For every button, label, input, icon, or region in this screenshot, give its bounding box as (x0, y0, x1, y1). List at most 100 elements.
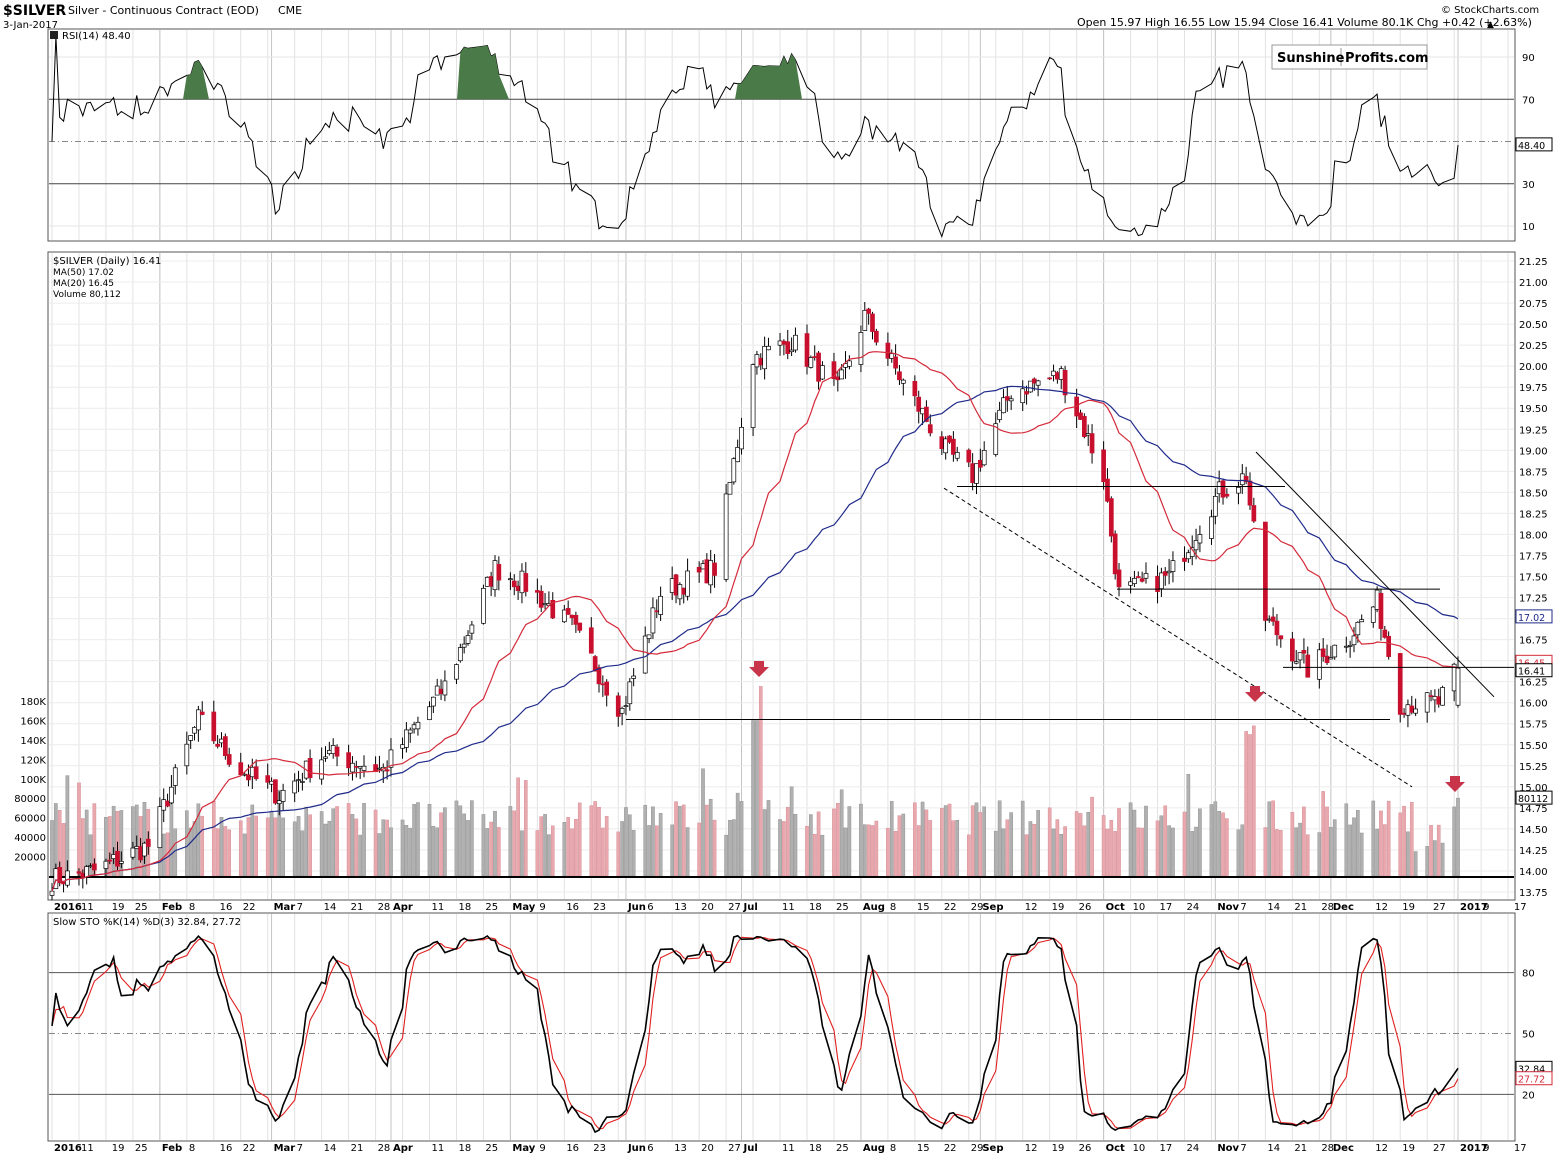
candle-body (457, 647, 463, 662)
price-tick-label: 21.00 (1519, 278, 1548, 289)
volume-bar (778, 819, 782, 877)
candle-body (685, 570, 690, 597)
volume-bar (161, 833, 166, 877)
x-tick-label: 29 (971, 902, 984, 913)
candle-body (157, 806, 163, 849)
candle-body (835, 376, 841, 381)
candle-body (1101, 449, 1106, 483)
sto-tick-label: 20 (1522, 1090, 1535, 1101)
candle-body (785, 341, 791, 354)
x-tick-label: 17 (1514, 902, 1527, 913)
x-tick-label: 6 (647, 1143, 653, 1154)
candle-body (654, 610, 660, 613)
volume-tick-label: 160K (20, 716, 46, 727)
volume-bar (296, 816, 301, 877)
volume-value-tag: 80112 (1518, 794, 1548, 805)
volume-bar (1413, 851, 1418, 877)
volume-bar (832, 808, 836, 877)
candle-body (1370, 606, 1376, 623)
dashed-trendline (943, 487, 1413, 788)
chart-date: 3-Jan-2017 (3, 20, 58, 31)
volume-bar (604, 816, 609, 877)
candle-body (1135, 576, 1141, 578)
x-tick-label: 28 (378, 1143, 391, 1154)
candle-body (924, 406, 929, 422)
logo-word-2: Profits.com (1345, 51, 1429, 66)
volume-bar (1321, 791, 1325, 877)
x-tick-label: Dec (1333, 902, 1354, 913)
candle-body (646, 634, 652, 639)
x-tick-label: 17 (1160, 902, 1173, 913)
volume-bar (1429, 825, 1433, 877)
x-tick-label: Nov (1217, 902, 1239, 913)
volume-bar (543, 814, 547, 877)
volume-bar (1317, 832, 1322, 877)
x-tick-label: 7 (1240, 1143, 1246, 1154)
volume-bar (782, 821, 786, 877)
x-tick-label: 21 (1294, 1143, 1307, 1154)
candle-body (280, 789, 286, 802)
x-tick-label: 17 (1514, 1143, 1527, 1154)
candle-body (561, 609, 567, 623)
candle-body (300, 781, 305, 783)
volume-bar (647, 825, 651, 877)
candle-body (831, 361, 837, 380)
x-tick-label: Apr (393, 1143, 413, 1154)
volume-bar (651, 806, 655, 877)
volume-bar (859, 803, 863, 877)
volume-bar (901, 813, 906, 877)
gridlines (49, 30, 1514, 1140)
candle-body (1343, 645, 1349, 648)
volume-bar (1383, 824, 1387, 877)
volume-bar (550, 825, 555, 877)
volume-bar (1213, 801, 1218, 877)
volume-bar (982, 806, 986, 877)
volume-bar (497, 827, 501, 877)
volume-bar (924, 809, 929, 877)
volume-bar (1452, 806, 1456, 877)
x-tick-label: 26 (1079, 1143, 1092, 1154)
x-tick-label: 9 (1483, 1143, 1489, 1154)
volume-bar (577, 802, 582, 877)
candle-body (1301, 649, 1307, 654)
x-tick-label: 25 (836, 1143, 849, 1154)
volume-bar (1055, 819, 1060, 877)
candle-body (577, 622, 583, 631)
volume-bar (589, 805, 594, 877)
candle-body (1405, 704, 1411, 716)
x-tick-label: Sep (982, 1143, 1003, 1154)
volume-bar (1348, 824, 1352, 877)
down-arrow-icon (1445, 776, 1465, 792)
x-tick-label: Jun (627, 902, 646, 913)
candle-body (438, 688, 444, 694)
candle-body (981, 450, 987, 466)
candle-body (1020, 388, 1026, 404)
candle-body (1409, 705, 1415, 713)
volume-bar (524, 780, 528, 877)
volume-bar (893, 831, 898, 877)
volume-bar (793, 814, 798, 877)
x-tick-label: 2016 (54, 1143, 82, 1154)
volume-bar (1001, 828, 1006, 877)
sto-k-line (51, 934, 1459, 1134)
volume-bar (1298, 822, 1302, 877)
x-tick-label: 9 (539, 902, 545, 913)
candle-body (1209, 516, 1214, 539)
volume-bar (416, 802, 420, 877)
ma50-value-tag: 17.02 (1518, 613, 1545, 624)
volume-bar (1167, 825, 1171, 877)
price-legend-2: MA(50) 17.02 (53, 268, 114, 278)
x-tick-label: 22 (944, 1143, 957, 1154)
volume-bar (377, 833, 382, 877)
volume-bar (1294, 827, 1299, 877)
x-tick-label: 27 (728, 902, 741, 913)
volume-bar (1063, 826, 1067, 877)
candle-body (1374, 589, 1380, 610)
candle-body (1270, 616, 1276, 622)
candle-body (777, 340, 783, 346)
x-tick-label: 2016 (54, 902, 82, 913)
candle-body (1347, 644, 1353, 647)
candle-body (276, 800, 282, 805)
x-tick-label: May (512, 1143, 535, 1154)
volume-bar (381, 819, 386, 877)
